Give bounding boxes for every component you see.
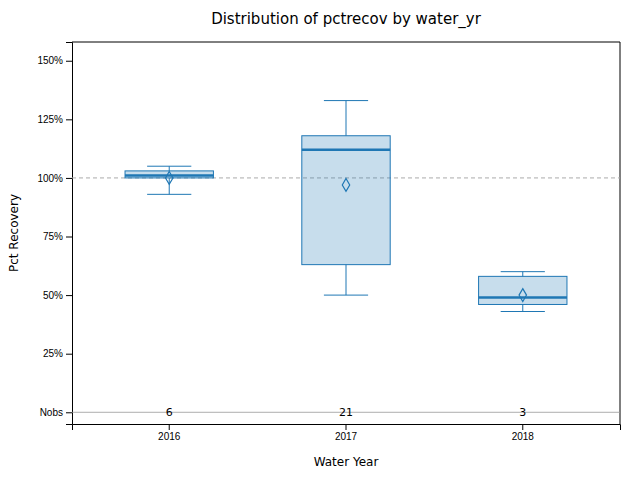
x-tick: 2017 bbox=[335, 424, 358, 442]
nobs-label: 21 bbox=[339, 406, 353, 419]
mean bbox=[519, 289, 526, 302]
x-tick-mark bbox=[169, 424, 170, 430]
y-tick-label: 125% bbox=[37, 114, 63, 125]
y-tick: 150% bbox=[37, 55, 72, 66]
box-group bbox=[302, 101, 390, 296]
y-tick-mark bbox=[66, 178, 72, 179]
x-axis-title: Water Year bbox=[314, 455, 379, 469]
median bbox=[302, 149, 390, 152]
nobs-labels: 6 21 3 bbox=[166, 406, 527, 419]
x-tick: 2018 bbox=[512, 424, 535, 442]
box bbox=[302, 136, 390, 265]
y-tick-mark bbox=[66, 61, 72, 62]
x-tick-label: 2016 bbox=[158, 431, 181, 442]
y-tick-label: 25% bbox=[43, 348, 63, 359]
cap-high bbox=[501, 271, 545, 272]
cap-low bbox=[501, 311, 545, 312]
y-tick-label: 75% bbox=[43, 231, 63, 242]
x-axis: 2016 2017 2018 bbox=[73, 424, 621, 442]
y-tick-label: 100% bbox=[37, 173, 63, 184]
x-tick-mark bbox=[346, 424, 347, 430]
nobs-label: 6 bbox=[166, 406, 173, 419]
y-tick: 100% bbox=[37, 173, 72, 184]
frame-top bbox=[72, 42, 620, 43]
y-tick-mark bbox=[66, 295, 72, 296]
nobs-label: 3 bbox=[519, 406, 526, 419]
title: Distribution of pctrecov by water_yr bbox=[211, 10, 482, 29]
median bbox=[479, 296, 567, 299]
marks bbox=[72, 101, 620, 413]
y-tick-mark bbox=[66, 354, 72, 355]
cap-low bbox=[147, 194, 191, 195]
cap-high bbox=[147, 166, 191, 167]
y-tick: 125% bbox=[37, 114, 72, 125]
x-tick-label: 2018 bbox=[512, 431, 535, 442]
y-tick-label: 150% bbox=[37, 55, 63, 66]
box bbox=[479, 276, 567, 304]
y-tick: 50% bbox=[43, 290, 72, 301]
y-tick-mark bbox=[66, 412, 72, 413]
frame-right bbox=[620, 42, 621, 424]
x-tick-mark bbox=[522, 424, 523, 430]
box-group bbox=[125, 166, 213, 194]
y-tick-label: Nobs bbox=[40, 407, 63, 418]
whisker-high bbox=[522, 272, 523, 277]
y-tick-label: 50% bbox=[43, 290, 63, 301]
whisker-high bbox=[169, 166, 170, 171]
y-axis: Nobs 25% 50% 75% 100% 125% 150% bbox=[37, 43, 72, 425]
y-tick: 25% bbox=[43, 348, 72, 359]
y-tick: 75% bbox=[43, 231, 72, 242]
plot-area: Nobs 25% 50% 75% 100% 125% 150% 2016 2017 2018 6 21… bbox=[37, 42, 620, 442]
median bbox=[125, 174, 213, 177]
whisker-low bbox=[169, 178, 170, 194]
x-tick: 2016 bbox=[158, 424, 181, 442]
y-axis-line bbox=[66, 43, 73, 425]
mean bbox=[166, 171, 173, 184]
y-tick-mark bbox=[66, 119, 72, 120]
y-axis-title: Pct Recovery bbox=[7, 194, 21, 272]
whisker-low bbox=[346, 265, 347, 295]
whisker-high bbox=[346, 101, 347, 136]
box-group bbox=[479, 272, 567, 312]
x-tick-label: 2017 bbox=[335, 431, 358, 442]
x-axis-line bbox=[73, 425, 621, 431]
cap-low bbox=[324, 295, 368, 296]
whisker-low bbox=[522, 304, 523, 311]
y-tick-mark bbox=[66, 237, 72, 238]
chart: Nobs 25% 50% 75% 100% 125% 150% 2016 2017 2018 6 21… bbox=[0, 0, 640, 480]
cap-high bbox=[324, 100, 368, 101]
mean bbox=[342, 179, 349, 192]
y-tick: Nobs bbox=[40, 407, 72, 418]
